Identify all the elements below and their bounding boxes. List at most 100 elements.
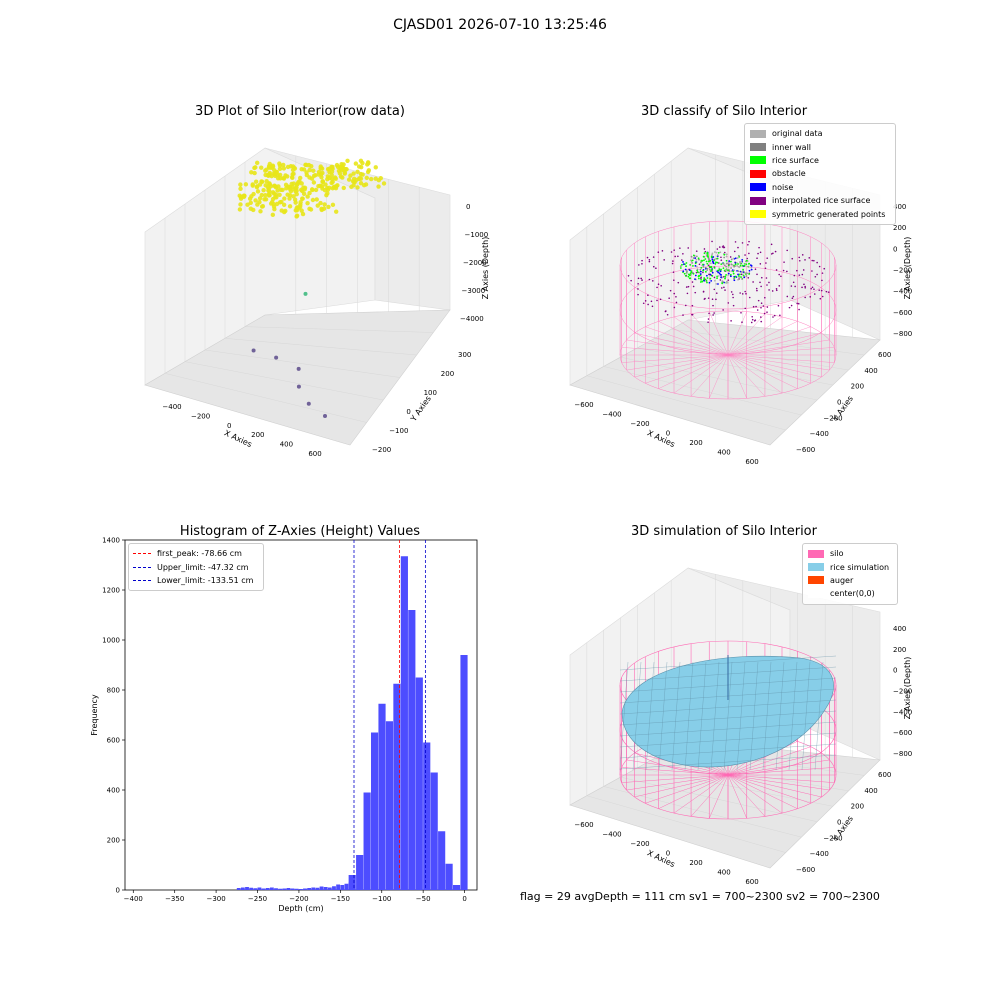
data-point — [811, 286, 814, 289]
data-point — [305, 200, 310, 206]
data-point — [358, 180, 364, 186]
wireframe-spoke — [727, 313, 766, 356]
wireframe-spoke — [626, 774, 729, 791]
data-point — [281, 166, 287, 171]
data-point — [677, 255, 679, 258]
data-point — [714, 263, 717, 265]
wireframe-spoke — [727, 332, 822, 356]
data-point — [299, 166, 304, 172]
data-point — [668, 297, 670, 300]
legend-item: inner wall — [750, 140, 890, 153]
data-point — [723, 246, 725, 249]
wireframe-spoke — [727, 354, 822, 378]
data-point — [754, 268, 757, 271]
data-point — [659, 298, 662, 301]
data-point — [270, 163, 276, 168]
data-point — [675, 301, 678, 304]
data-point — [353, 161, 359, 166]
legend-label: silo — [830, 549, 844, 559]
data-point — [301, 191, 307, 197]
data-point — [746, 272, 748, 275]
wireframe-spoke — [727, 746, 811, 776]
data-point — [759, 281, 761, 284]
histogram-bar — [445, 863, 453, 890]
data-point — [710, 270, 712, 272]
data-point — [733, 250, 736, 253]
surface-mesh-line — [723, 661, 733, 771]
data-point — [733, 269, 736, 272]
data-point — [309, 176, 315, 181]
panel4-legend: silo rice simulation auger center(0,0) — [802, 543, 898, 605]
data-point — [376, 184, 381, 189]
data-point — [725, 255, 728, 258]
data-point — [689, 274, 691, 276]
data-point — [266, 165, 272, 170]
wireframe-spoke — [727, 339, 830, 356]
data-point — [272, 183, 278, 189]
data-point — [691, 261, 694, 264]
data-point — [243, 182, 249, 187]
data-point — [760, 302, 763, 304]
data-point — [716, 261, 719, 264]
data-point — [709, 259, 712, 262]
wireframe-spoke — [727, 347, 835, 356]
histogram-bar — [408, 610, 416, 890]
data-point — [365, 162, 370, 167]
surface-mesh-line — [697, 661, 707, 771]
histogram-legend: first_peak: -78.66 cm Upper_limit: -47.3… — [128, 543, 264, 592]
data-point — [820, 289, 823, 292]
wireframe-spoke — [673, 316, 729, 356]
data-point — [760, 316, 762, 318]
data-point — [743, 264, 746, 267]
wireframe-spoke — [634, 332, 729, 356]
data-point — [737, 270, 740, 273]
wireframe-spoke — [727, 321, 798, 356]
data-point — [671, 262, 674, 265]
data-point — [720, 276, 722, 279]
histogram-bar — [236, 888, 241, 890]
data-point — [816, 261, 818, 264]
x-tick-label: −200 — [630, 840, 649, 848]
data-point — [744, 254, 746, 256]
data-point — [801, 273, 804, 276]
legend-swatch — [808, 563, 824, 572]
data-point — [323, 182, 328, 187]
data-point — [319, 206, 324, 211]
data-point — [290, 172, 295, 177]
data-point — [282, 209, 287, 215]
wireframe-spoke — [645, 774, 729, 804]
data-point — [763, 312, 766, 315]
x-tick-label: 0 — [666, 430, 670, 438]
data-point — [721, 246, 724, 248]
data-point — [768, 289, 770, 291]
data-point — [330, 186, 335, 191]
data-point — [252, 170, 257, 176]
data-point — [783, 261, 785, 263]
legend-label: original data — [772, 129, 823, 139]
data-point — [715, 292, 718, 294]
data-point — [685, 262, 688, 264]
data-point — [285, 192, 290, 197]
data-point — [744, 307, 747, 310]
data-point — [757, 252, 759, 255]
data-point — [711, 275, 714, 277]
data-point — [262, 197, 267, 202]
data-point — [734, 263, 737, 266]
wireframe-spoke — [727, 354, 747, 399]
data-point — [803, 283, 805, 286]
data-point — [732, 293, 734, 296]
data-point — [648, 260, 651, 263]
data-point — [644, 300, 647, 302]
wireframe-spoke — [690, 354, 729, 397]
data-point — [746, 257, 749, 260]
data-point — [720, 259, 723, 261]
data-point — [737, 278, 739, 281]
data-point — [756, 257, 758, 260]
data-point — [664, 310, 667, 313]
data-point — [748, 269, 751, 272]
data-point — [810, 287, 812, 290]
data-point — [311, 168, 316, 173]
panel4-title: 3D simulation of Silo Interior — [631, 524, 817, 539]
x-tick-label: −100 — [372, 895, 391, 903]
data-point — [717, 275, 720, 277]
